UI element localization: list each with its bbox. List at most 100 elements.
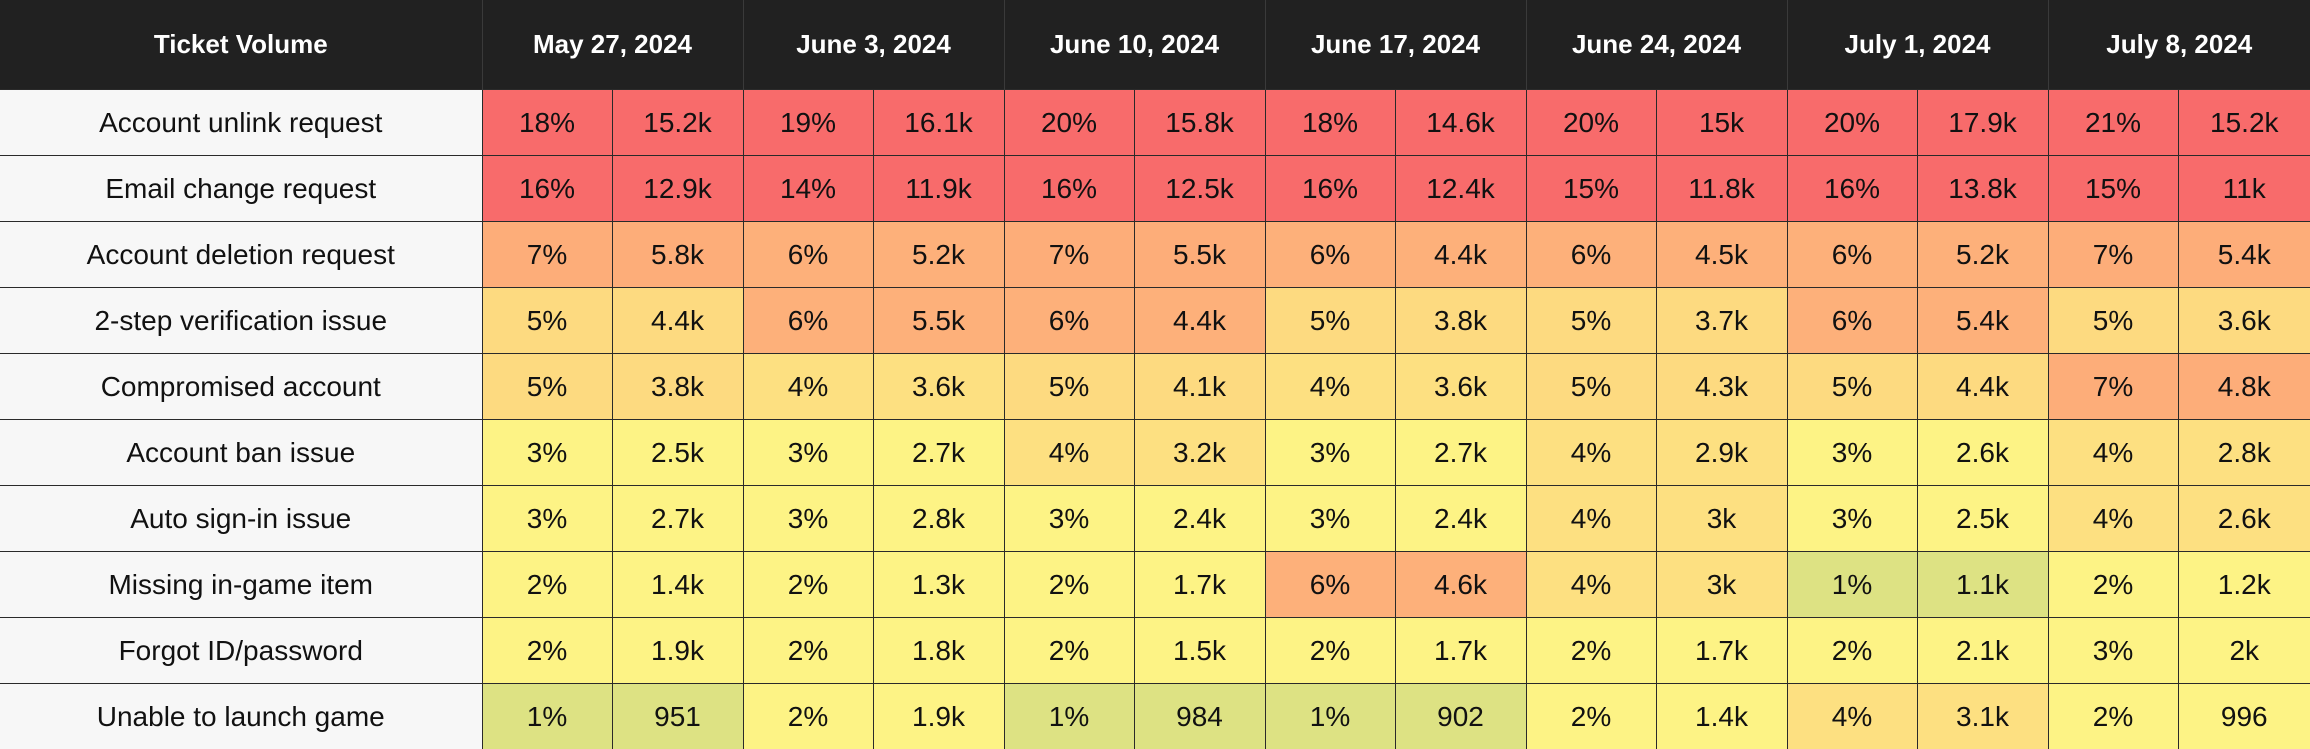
count-cell: 4.5k [1655, 221, 1788, 288]
row-label: Account deletion request [0, 221, 483, 288]
row-label: Compromised account [0, 353, 483, 420]
count-cell: 984 [1133, 683, 1266, 749]
share-cell: 6% [1786, 287, 1918, 354]
share-cell: 4% [1003, 419, 1135, 486]
column-header: July 8, 2024 [2047, 0, 2310, 90]
count-cell: 15.8k [1133, 89, 1266, 156]
count-cell: 2.7k [1394, 419, 1527, 486]
count-cell: 11.9k [872, 155, 1005, 222]
count-cell: 5.5k [1133, 221, 1266, 288]
share-cell: 4% [2047, 419, 2179, 486]
share-cell: 5% [1003, 353, 1135, 420]
count-cell: 2.8k [872, 485, 1005, 552]
count-cell: 1.9k [872, 683, 1005, 749]
count-cell: 5.2k [872, 221, 1005, 288]
share-cell: 2% [1003, 551, 1135, 618]
row-header-title: Ticket Volume [0, 0, 482, 90]
count-cell: 3k [1655, 485, 1788, 552]
count-cell: 12.4k [1394, 155, 1527, 222]
count-cell: 4.4k [1394, 221, 1527, 288]
count-cell: 1.4k [1655, 683, 1788, 749]
share-cell: 2% [1786, 617, 1918, 684]
count-cell: 3.7k [1655, 287, 1788, 354]
share-cell: 16% [481, 155, 613, 222]
share-cell: 1% [1003, 683, 1135, 749]
count-cell: 3.6k [2177, 287, 2310, 354]
row-label: Unable to launch game [0, 683, 483, 749]
share-cell: 3% [1786, 419, 1918, 486]
share-cell: 1% [1264, 683, 1396, 749]
share-cell: 21% [2047, 89, 2179, 156]
table-row: 2-step verification issue 5% 4.4k 6% 5.5k 6% 4… [0, 287, 2310, 354]
table-row: Auto sign-in issue 3% 2.7k 3% 2.8k 3% 2.4k 3% 2.… [0, 485, 2310, 552]
column-header: May 27, 2024 [481, 0, 744, 90]
table-row: Account ban issue 3% 2.5k 3% 2.7k 4% 3.2k 3% 2.7… [0, 419, 2310, 486]
count-cell: 3.2k [1133, 419, 1266, 486]
share-cell: 18% [481, 89, 613, 156]
row-label: Account ban issue [0, 419, 483, 486]
share-cell: 2% [1525, 683, 1657, 749]
share-cell: 2% [1264, 617, 1396, 684]
count-cell: 11k [2177, 155, 2310, 222]
share-cell: 5% [2047, 287, 2179, 354]
column-header: June 3, 2024 [742, 0, 1005, 90]
share-cell: 4% [1525, 551, 1657, 618]
share-cell: 18% [1264, 89, 1396, 156]
count-cell: 1.2k [2177, 551, 2310, 618]
count-cell: 1.1k [1916, 551, 2049, 618]
count-cell: 15.2k [611, 89, 744, 156]
share-cell: 3% [1003, 485, 1135, 552]
count-cell: 2.4k [1394, 485, 1527, 552]
header-row: Ticket Volume May 27, 2024 June 3, 2024 Ju… [0, 0, 2310, 90]
share-cell: 5% [1786, 353, 1918, 420]
row-label: Email change request [0, 155, 483, 222]
share-cell: 3% [1264, 485, 1396, 552]
table-row: Unable to launch game 1% 951 2% 1.9k 1% 984 1% 9… [0, 683, 2310, 749]
share-cell: 5% [481, 287, 613, 354]
share-cell: 4% [2047, 485, 2179, 552]
row-label: Missing in-game item [0, 551, 483, 618]
row-label: Forgot ID/password [0, 617, 483, 684]
share-cell: 1% [481, 683, 613, 749]
count-cell: 5.4k [1916, 287, 2049, 354]
share-cell: 3% [1264, 419, 1396, 486]
count-cell: 2.5k [1916, 485, 2049, 552]
share-cell: 7% [2047, 353, 2179, 420]
share-cell: 2% [481, 617, 613, 684]
count-cell: 2.5k [611, 419, 744, 486]
row-label: 2-step verification issue [0, 287, 483, 354]
share-cell: 3% [742, 485, 874, 552]
share-cell: 1% [1786, 551, 1918, 618]
share-cell: 5% [481, 353, 613, 420]
count-cell: 1.8k [872, 617, 1005, 684]
count-cell: 5.8k [611, 221, 744, 288]
count-cell: 12.5k [1133, 155, 1266, 222]
count-cell: 11.8k [1655, 155, 1788, 222]
count-cell: 1.3k [872, 551, 1005, 618]
share-cell: 6% [742, 221, 874, 288]
column-header: June 24, 2024 [1525, 0, 1788, 90]
row-label: Auto sign-in issue [0, 485, 483, 552]
share-cell: 14% [742, 155, 874, 222]
share-cell: 2% [742, 683, 874, 749]
table-row: Missing in-game item 2% 1.4k 2% 1.3k 2% 1.7k 6%… [0, 551, 2310, 618]
count-cell: 3.1k [1916, 683, 2049, 749]
count-cell: 3.6k [1394, 353, 1527, 420]
count-cell: 1.9k [611, 617, 744, 684]
share-cell: 4% [1264, 353, 1396, 420]
share-cell: 20% [1786, 89, 1918, 156]
share-cell: 7% [481, 221, 613, 288]
count-cell: 15k [1655, 89, 1788, 156]
share-cell: 2% [742, 617, 874, 684]
count-cell: 4.4k [1916, 353, 2049, 420]
count-cell: 2.4k [1133, 485, 1266, 552]
column-header: June 17, 2024 [1264, 0, 1527, 90]
count-cell: 902 [1394, 683, 1527, 749]
share-cell: 6% [1264, 221, 1396, 288]
count-cell: 996 [2177, 683, 2310, 749]
table-row: Forgot ID/password 2% 1.9k 2% 1.8k 2% 1.5k 2% 1.… [0, 617, 2310, 684]
count-cell: 4.4k [611, 287, 744, 354]
count-cell: 1.5k [1133, 617, 1266, 684]
share-cell: 6% [1264, 551, 1396, 618]
